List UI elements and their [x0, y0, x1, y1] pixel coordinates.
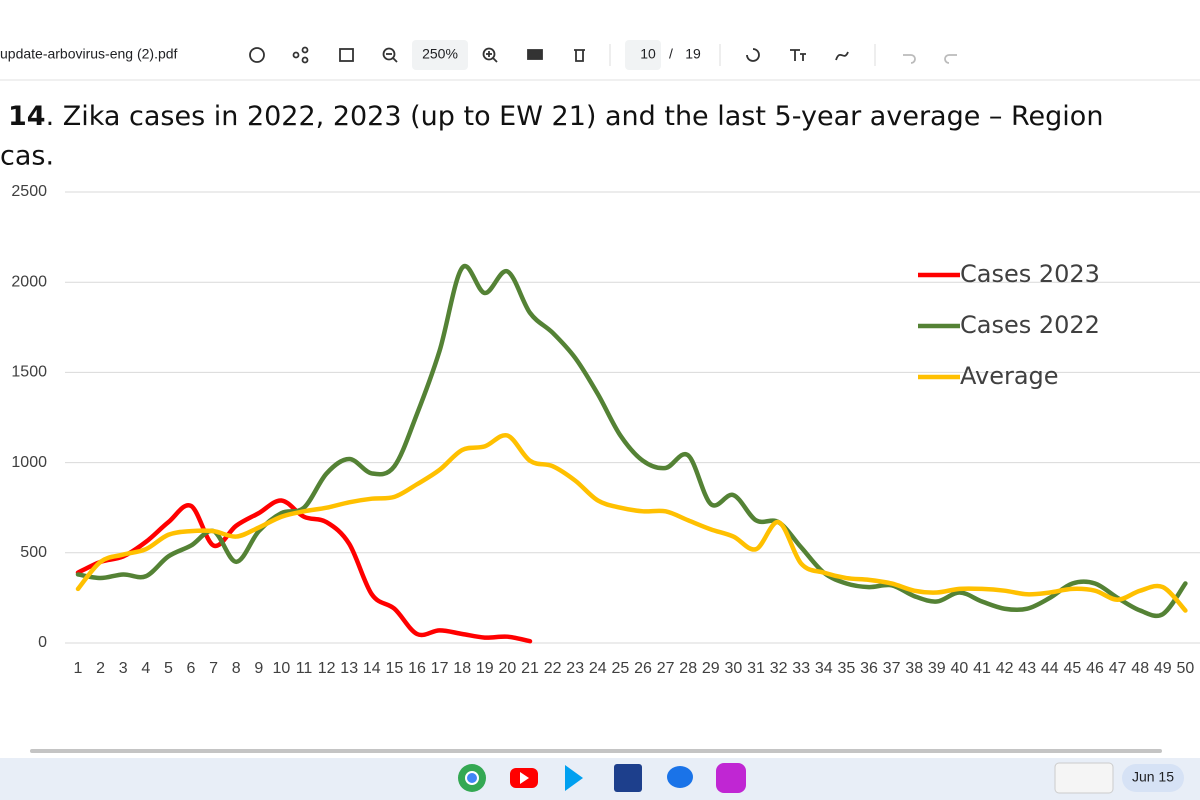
- x-tick-label: 43: [1018, 660, 1036, 677]
- messages-icon[interactable]: [667, 766, 693, 788]
- x-tick-label: 6: [187, 660, 196, 677]
- x-tick-label: 20: [499, 660, 517, 677]
- x-tick-label: 4: [141, 660, 150, 677]
- delete-icon[interactable]: [574, 49, 585, 62]
- toolbar: [0, 0, 1200, 80]
- chart-title-continued: cas.: [0, 141, 54, 172]
- chart-title: 14. Zika cases in 2022, 2023 (up to EW 2…: [8, 101, 1103, 132]
- x-tick-label: 3: [119, 660, 128, 677]
- x-tick-label: 11: [296, 660, 313, 677]
- x-tick-label: 8: [232, 660, 241, 677]
- page-total: 19: [685, 46, 701, 62]
- x-tick-label: 16: [408, 660, 426, 677]
- series-line: [75, 432, 1188, 613]
- x-tick-label: 23: [566, 660, 584, 677]
- legend-label: Cases 2023: [960, 260, 1100, 288]
- x-tick-label: 25: [612, 660, 630, 677]
- x-tick-label: 22: [544, 660, 562, 677]
- x-tick-label: 5: [164, 660, 173, 677]
- x-tick-label: 34: [815, 660, 833, 677]
- print-icon[interactable]: [527, 49, 543, 60]
- x-tick-label: 37: [883, 660, 901, 677]
- weather-icon[interactable]: [614, 764, 642, 792]
- legend-label: Average: [960, 362, 1059, 390]
- scrollbar[interactable]: [30, 749, 1162, 753]
- x-tick-label: 19: [476, 660, 494, 677]
- x-tick-label: 31: [747, 660, 765, 677]
- x-tick-label: 30: [725, 660, 743, 677]
- x-tick-label: 36: [860, 660, 878, 677]
- x-tick-label: 18: [453, 660, 471, 677]
- page-box[interactable]: [625, 40, 661, 70]
- y-tick-label: 1000: [11, 454, 47, 471]
- app-icon[interactable]: [716, 763, 746, 793]
- x-tick-label: 33: [792, 660, 810, 677]
- rotate-icon[interactable]: [746, 48, 760, 62]
- x-tick-label: 50: [1177, 660, 1195, 677]
- zoom-box[interactable]: [412, 40, 468, 70]
- play-store-icon[interactable]: [565, 765, 583, 791]
- zoom-level: 250%: [422, 46, 458, 62]
- x-tick-label: 49: [1154, 660, 1172, 677]
- y-tick-label: 2500: [11, 183, 47, 200]
- x-tick-label: 44: [1041, 660, 1059, 677]
- x-tick-label: 28: [679, 660, 697, 677]
- undo-icon[interactable]: [903, 54, 916, 64]
- x-tick-label: 24: [589, 660, 607, 677]
- x-tick-label: 15: [386, 660, 404, 677]
- x-tick-label: 35: [838, 660, 856, 677]
- y-tick-label: 500: [20, 544, 47, 561]
- page-separator: /: [669, 46, 673, 62]
- x-tick-label: 27: [657, 660, 675, 677]
- draw-icon[interactable]: [835, 51, 849, 61]
- youtube-play: [520, 772, 529, 784]
- date-pill[interactable]: [1122, 764, 1184, 792]
- x-tick-label: 32: [770, 660, 788, 677]
- chrome-icon-center: [465, 771, 479, 785]
- redo-icon[interactable]: [944, 54, 957, 64]
- title-text: . Zika cases in 2022, 2023 (up to EW 21)…: [46, 101, 1104, 132]
- page-current: 10: [640, 46, 656, 62]
- text-icon[interactable]: [790, 49, 806, 61]
- x-tick-label: 12: [318, 660, 336, 677]
- title-number: 14: [8, 101, 46, 132]
- fit-icon[interactable]: [339, 48, 354, 62]
- x-tick-label: 47: [1109, 660, 1127, 677]
- x-tick-label: 41: [973, 660, 991, 677]
- series-line: [75, 498, 533, 644]
- x-tick-label: 7: [209, 660, 218, 677]
- share-icon[interactable]: [292, 46, 309, 64]
- x-tick-label: 40: [951, 660, 969, 677]
- x-tick-label: 14: [363, 660, 381, 677]
- y-tick-label: 0: [38, 634, 47, 651]
- x-tick-label: 48: [1131, 660, 1149, 677]
- x-tick-label: 26: [634, 660, 652, 677]
- file-name: update-arbovirus-eng (2).pdf: [0, 46, 178, 62]
- x-tick-label: 45: [1064, 660, 1082, 677]
- x-tick-label: 1: [74, 660, 83, 677]
- x-tick-label: 29: [702, 660, 720, 677]
- zoom-in-icon[interactable]: [482, 47, 498, 63]
- x-tick-label: 17: [431, 660, 449, 677]
- x-tick-label: 9: [254, 660, 263, 677]
- x-tick-label: 10: [273, 660, 291, 677]
- toolbar-icons: [249, 46, 957, 64]
- zoom-out-icon[interactable]: [382, 47, 398, 63]
- taskbar: [0, 758, 1200, 800]
- x-tick-label: 13: [340, 660, 358, 677]
- y-tick-label: 2000: [11, 273, 47, 290]
- y-tick-label: 1500: [11, 364, 47, 381]
- tray-preview[interactable]: [1054, 762, 1114, 794]
- x-tick-label: 21: [521, 660, 539, 677]
- legend-label: Cases 2022: [960, 311, 1100, 339]
- x-tick-label: 39: [928, 660, 946, 677]
- x-tick-label: 38: [905, 660, 923, 677]
- date: Jun 15: [1132, 769, 1174, 785]
- x-tick-label: 46: [1086, 660, 1104, 677]
- x-tick-label: 2: [96, 660, 105, 677]
- info-icon[interactable]: [249, 47, 265, 63]
- x-tick-label: 42: [996, 660, 1014, 677]
